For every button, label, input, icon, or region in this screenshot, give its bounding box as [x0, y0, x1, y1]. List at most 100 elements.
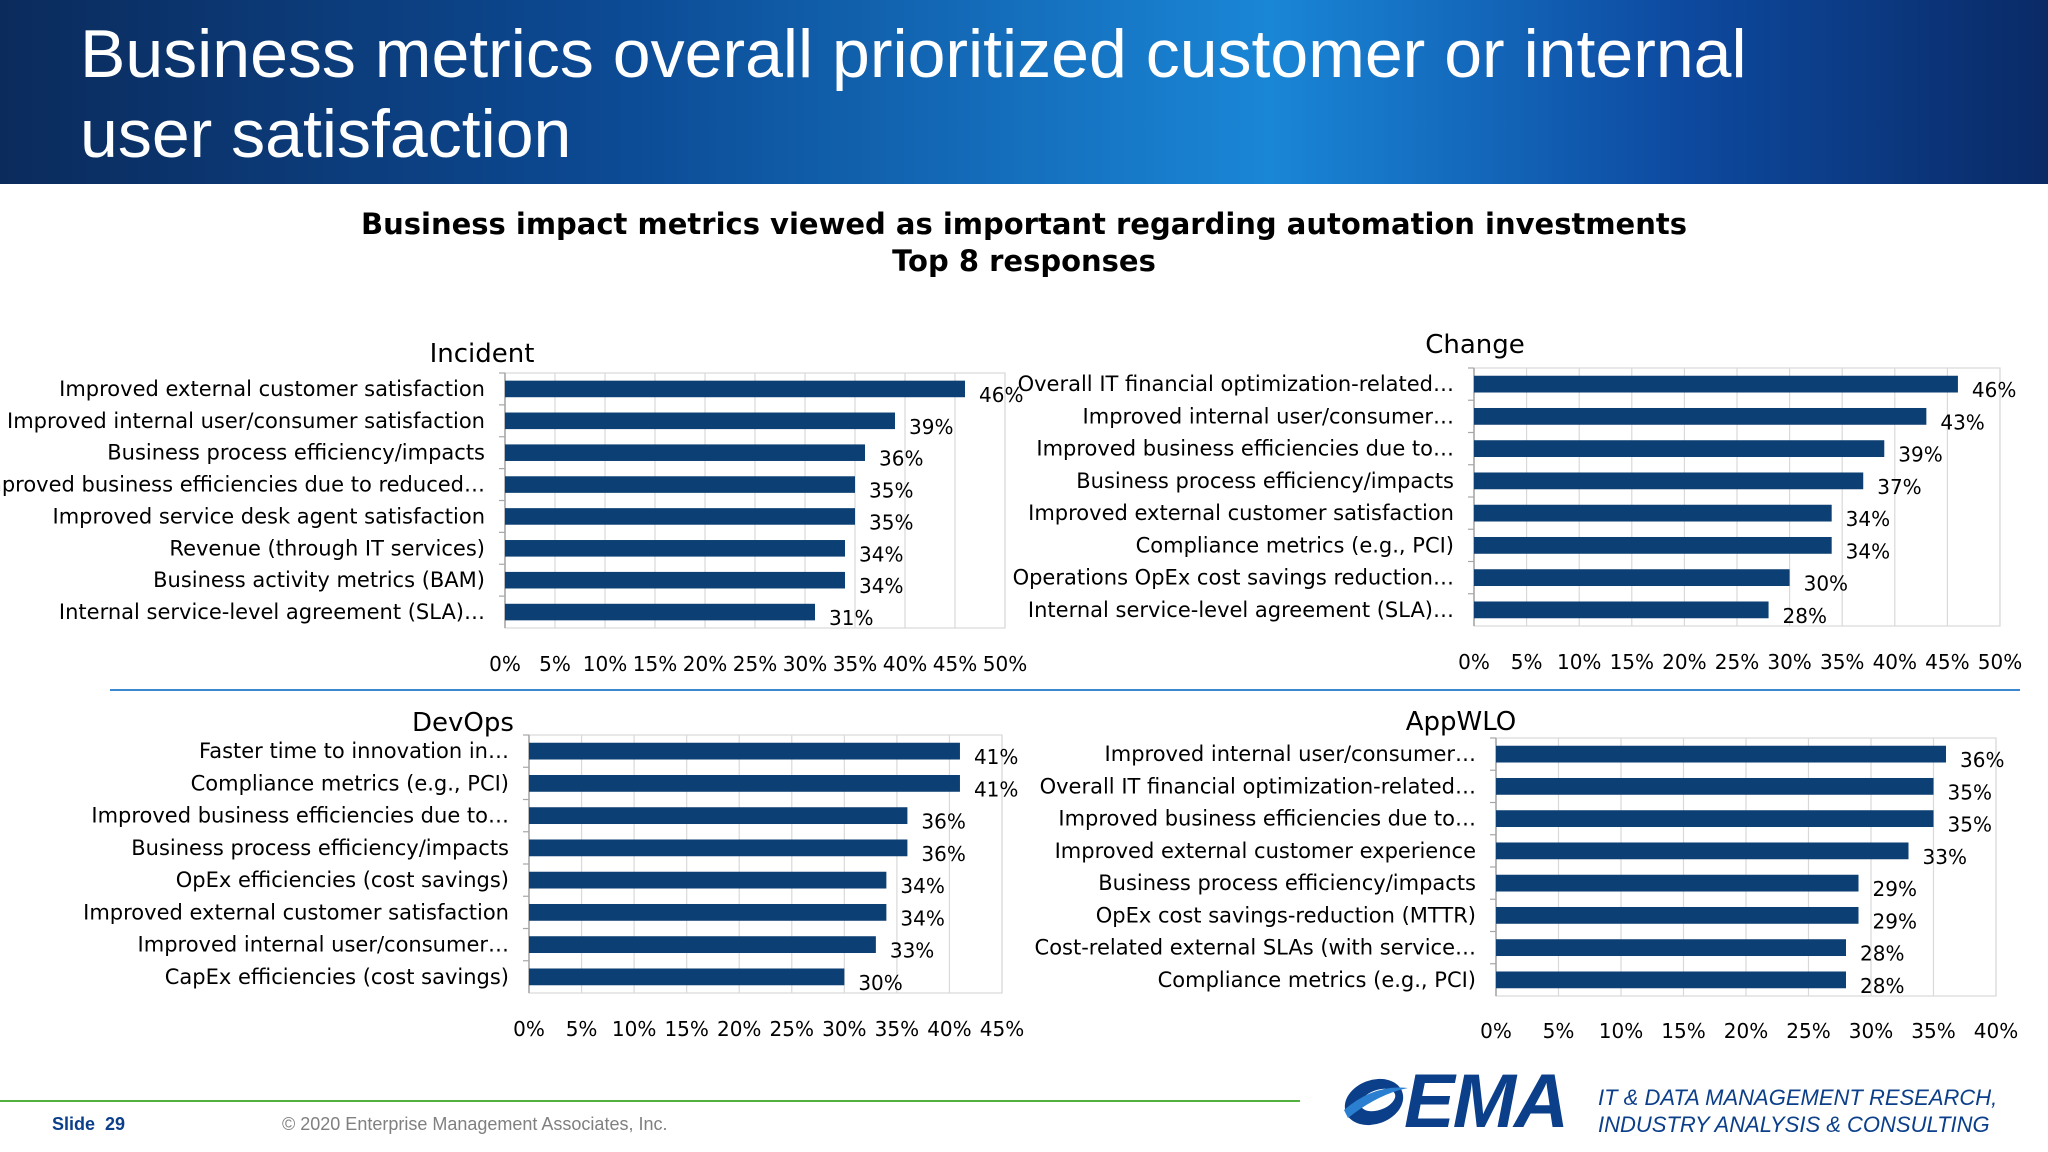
bar [1496, 906, 1859, 924]
category-label: Business activity metrics (BAM) [153, 568, 485, 592]
x-tick-label: 40% [1873, 650, 1917, 674]
x-tick-label: 5% [1543, 1019, 1575, 1043]
bar [1496, 874, 1859, 892]
category-label: Improved internal user/consumer satisfac… [7, 409, 485, 433]
x-tick-label: 10% [612, 1017, 656, 1041]
category-label: Improved business efficiencies due to… [1058, 807, 1476, 831]
x-tick-label: 45% [980, 1017, 1024, 1041]
category-label: Business process efficiency/impacts [107, 441, 485, 465]
bar [1496, 777, 1934, 795]
chart-title: Change [1425, 330, 1525, 360]
chart-title: Incident [430, 339, 535, 369]
x-tick-label: 15% [1661, 1019, 1705, 1043]
x-tick-label: 20% [1724, 1019, 1768, 1043]
ema-logo: EMA [1330, 1060, 1570, 1144]
chart-heading: Business impact metrics viewed as import… [0, 206, 2048, 280]
data-label: 31% [829, 606, 873, 630]
x-tick-label: 15% [1610, 650, 1654, 674]
bar [1496, 842, 1909, 860]
x-tick-label: 25% [770, 1017, 814, 1041]
x-tick-label: 5% [1511, 650, 1543, 674]
data-label: 34% [1846, 539, 1890, 563]
bar [529, 871, 887, 889]
category-label: Improved internal user/consumer… [1105, 742, 1476, 766]
x-tick-label: 45% [1925, 650, 1969, 674]
data-label: 43% [1940, 410, 1984, 434]
data-label: 33% [890, 939, 934, 963]
category-label: Faster time to innovation in… [199, 739, 509, 763]
x-tick-label: 25% [1715, 650, 1759, 674]
chart-heading-line1: Business impact metrics viewed as import… [361, 207, 1687, 241]
data-label: 41% [974, 777, 1018, 801]
chart-title: AppWLO [1406, 707, 1517, 737]
slide-number: Slide 29 [52, 1114, 125, 1135]
data-label: 46% [979, 383, 1023, 407]
category-label: Improved business efficiencies due to… [1036, 437, 1454, 461]
tagline: IT & DATA MANAGEMENT RESEARCH, INDUSTRY … [1598, 1084, 1997, 1138]
chart-title: DevOps [412, 708, 514, 738]
x-tick-label: 40% [883, 652, 927, 676]
bar [505, 444, 865, 461]
data-label: 29% [1873, 909, 1917, 933]
x-tick-label: 10% [583, 652, 627, 676]
category-label: Compliance metrics (e.g., PCI) [1136, 533, 1454, 557]
bar [1474, 407, 1927, 425]
data-label: 35% [1948, 780, 1992, 804]
x-tick-label: 35% [875, 1017, 919, 1041]
x-tick-label: 10% [1599, 1019, 1643, 1043]
data-label: 34% [900, 906, 944, 930]
bar [1496, 810, 1934, 828]
data-label: 36% [1960, 748, 2004, 772]
x-tick-label: 5% [566, 1017, 598, 1041]
chart-panel-devops: DevOps 0% 5% 10% 15% 20% 25% 30% 35% 40% 45% Faster… [83, 708, 1024, 1041]
bar [1496, 971, 1846, 989]
category-label: Operations OpEx cost savings reduction… [1013, 566, 1454, 590]
bar [1474, 569, 1790, 587]
bar [1474, 472, 1864, 490]
x-tick-label: 30% [783, 652, 827, 676]
x-tick-label: 30% [822, 1017, 866, 1041]
data-label: 35% [1948, 813, 1992, 837]
category-label: Improved business efficiencies due to re… [0, 473, 485, 497]
x-tick-label: 40% [1974, 1019, 2018, 1043]
data-label: 34% [1846, 507, 1890, 531]
data-label: 34% [859, 574, 903, 598]
bar [505, 540, 845, 557]
data-label: 28% [1783, 604, 1827, 628]
chart-heading-line2: Top 8 responses [892, 244, 1156, 278]
bar [529, 742, 960, 760]
data-label: 39% [1898, 443, 1942, 467]
chart-panel-appwlo: AppWLO 0% 5% 10% 15% 20% 25% 30% 35% 40% Improved … [1035, 707, 2019, 1043]
bar [529, 774, 960, 792]
x-tick-label: 45% [933, 652, 977, 676]
x-tick-label: 0% [1458, 650, 1490, 674]
x-tick-label: 0% [1480, 1019, 1512, 1043]
category-label: Improved external customer satisfaction [1028, 501, 1454, 525]
bar [1496, 939, 1846, 957]
bar [1474, 601, 1769, 619]
data-label: 29% [1873, 877, 1917, 901]
x-tick-label: 20% [1662, 650, 1706, 674]
data-label: 36% [921, 810, 965, 834]
bar [1474, 375, 1958, 393]
category-label: Compliance metrics (e.g., PCI) [191, 771, 509, 795]
chart-panel-change: Change 0% 5% 10% 15% 20% 25% 30% 35% 40% 45% 50% Ove… [1013, 330, 2023, 674]
data-label: 37% [1877, 475, 1921, 499]
x-tick-label: 0% [513, 1017, 545, 1041]
bar [1474, 504, 1832, 522]
data-label: 39% [909, 415, 953, 439]
header-banner: Business metrics overall prioritized cus… [0, 0, 2048, 184]
data-label: 30% [858, 971, 902, 995]
category-label: Internal service-level agreement (SLA)… [59, 600, 485, 624]
x-tick-label: 35% [1820, 650, 1864, 674]
slide-number-value: 29 [105, 1114, 126, 1134]
category-label: Improved external customer satisfaction [59, 377, 485, 401]
slide-label: Slide [52, 1114, 96, 1134]
bar [505, 412, 895, 430]
category-label: Internal service-level agreement (SLA)… [1028, 598, 1454, 622]
category-label: CapEx efficiencies (cost savings) [165, 965, 509, 989]
tagline-line1: IT & DATA MANAGEMENT RESEARCH, [1598, 1085, 1998, 1110]
category-label: OpEx efficiencies (cost savings) [176, 868, 509, 892]
